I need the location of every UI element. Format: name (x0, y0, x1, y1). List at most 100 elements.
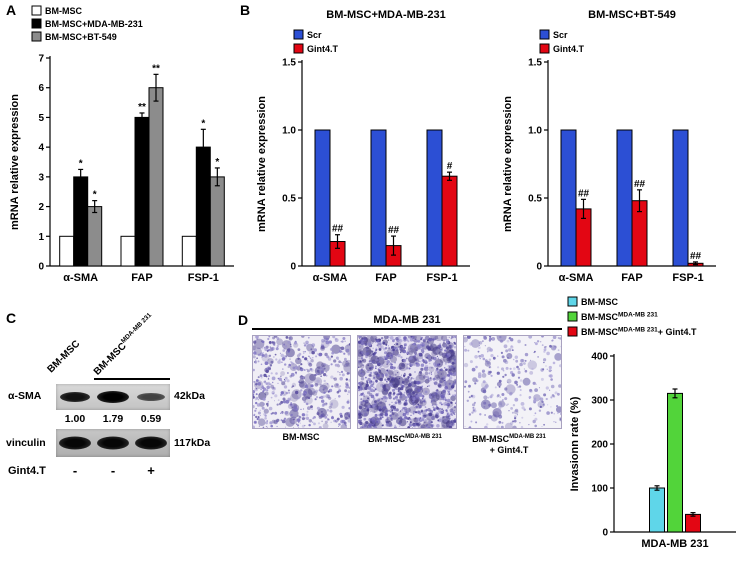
image-label-text: BM-MSC (282, 432, 320, 442)
svg-text:BM-MSC+MDA-MB-231: BM-MSC+MDA-MB-231 (45, 19, 143, 29)
panel-d-label: D (238, 312, 249, 328)
lane-label-text: BM-MSC (45, 338, 83, 376)
svg-text:FAP: FAP (131, 272, 152, 284)
quantification-value: 0.59 (140, 413, 162, 425)
panel-a-label: A (6, 2, 17, 18)
svg-text:400: 400 (591, 352, 608, 363)
image-label-superscript: MDA-MB 231 (405, 434, 442, 440)
lane-label-bm-msc-mda: BM-MSCMDA-MB 231 (89, 310, 155, 378)
svg-text:2: 2 (38, 202, 44, 213)
svg-text:#: # (447, 161, 453, 172)
svg-text:1.5: 1.5 (528, 58, 542, 69)
svg-text:mRNA relative expression: mRNA relative expression (502, 96, 514, 232)
lane-label-bm-msc: BM-MSC (45, 338, 83, 376)
svg-text:mRNA relative expression: mRNA relative expression (9, 94, 21, 230)
alpha-sma-blot (56, 384, 170, 410)
svg-text:*: * (93, 190, 97, 201)
treatment-value: - (110, 463, 116, 478)
svg-text:α-SMA: α-SMA (313, 272, 348, 284)
panel-a-bar-chart: 0 1 2 3 4 5 6 7 mRNA relative expression * * α-SMA *… (6, 4, 242, 305)
panel-b-chart-bt-549: BM-MSC+BT-549 0 0.5 1.0 1.5 mRNA relative exp… (498, 4, 728, 305)
panel-c-western-blot: C BM-MSC BM-MSCMDA-MB 231 α-SMA 42kDa 1.… (6, 310, 242, 510)
image-label-text: BM-MSC (368, 434, 406, 444)
svg-text:Gint4.T: Gint4.T (307, 44, 339, 54)
vinculin-blot (56, 429, 170, 457)
svg-text:**: ** (138, 102, 146, 113)
svg-text:##: ## (332, 224, 344, 235)
svg-text:1: 1 (38, 232, 44, 243)
svg-text:1.5: 1.5 (282, 58, 296, 69)
svg-text:BM-MSCMDA-MB 231: BM-MSCMDA-MB 231 (581, 312, 658, 323)
panel-b-chart-mda-mb-231: BM-MSC+MDA-MB-231 0 0.5 1.0 1.5 mRNA relative… (252, 4, 482, 305)
invasion-image-bm-msc (252, 335, 352, 429)
kda-label-117: 117kDa (174, 437, 211, 449)
panel-b-label: B (240, 2, 251, 18)
lane-group-underline (94, 378, 170, 380)
svg-text:1.0: 1.0 (528, 126, 542, 137)
blot-row-label-vinculin: vinculin (6, 437, 46, 449)
svg-text:FSP-1: FSP-1 (426, 272, 457, 284)
image-label: BM-MSCMDA-MB 231 + Gint4.T (460, 432, 558, 456)
svg-text:FAP: FAP (621, 272, 642, 284)
lane-label-superscript: MDA-MB 231 (119, 311, 154, 345)
treatment-value: + (147, 463, 155, 478)
svg-text:0.5: 0.5 (282, 194, 296, 205)
blot-band (137, 393, 165, 401)
svg-text:4: 4 (38, 143, 44, 154)
svg-text:0: 0 (536, 262, 542, 273)
svg-text:mRNA relative expression: mRNA relative expression (256, 96, 268, 232)
svg-text:Invasionn rate (%): Invasionn rate (%) (569, 396, 581, 491)
blot-row-label-asma: α-SMA (8, 390, 42, 402)
svg-text:BM-MSCMDA-MB 231+ Gint4.T: BM-MSCMDA-MB 231+ Gint4.T (581, 327, 697, 338)
kda-label-42: 42kDa (174, 390, 205, 402)
image-label-superscript: MDA-MB 231 (509, 434, 546, 440)
svg-text:BM-MSC+BT-549: BM-MSC+BT-549 (588, 9, 676, 21)
quantification-value: 1.00 (64, 413, 86, 425)
svg-text:**: ** (152, 63, 160, 74)
svg-text:0: 0 (290, 262, 296, 273)
svg-text:0: 0 (38, 262, 44, 273)
svg-text:##: ## (690, 251, 702, 262)
treatment-row-label: Gint4.T (8, 465, 46, 477)
image-label-text: BM-MSC (472, 434, 510, 444)
svg-text:MDA-MB 231: MDA-MB 231 (641, 538, 708, 550)
svg-text:BM-MSC: BM-MSC (581, 297, 618, 307)
blot-band (60, 392, 90, 402)
svg-text:##: ## (578, 188, 590, 199)
image-label: BM-MSC (252, 432, 350, 456)
blot-band (135, 436, 167, 450)
svg-text:α-SMA: α-SMA (63, 272, 98, 284)
panel-d-title: MDA-MB 231 (252, 314, 562, 330)
svg-text:##: ## (634, 179, 646, 190)
svg-text:BM-MSC+MDA-MB-231: BM-MSC+MDA-MB-231 (326, 9, 445, 21)
invasion-image-bm-msc-mda-gint4t (462, 335, 562, 429)
svg-text:Scr: Scr (307, 30, 322, 40)
svg-text:100: 100 (591, 484, 608, 495)
svg-text:Scr: Scr (553, 30, 568, 40)
quantification-value: 1.79 (102, 413, 124, 425)
svg-text:FAP: FAP (375, 272, 396, 284)
svg-text:0.5: 0.5 (528, 194, 542, 205)
svg-text:1.0: 1.0 (282, 126, 296, 137)
svg-text:BM-MSC: BM-MSC (45, 6, 82, 16)
svg-text:*: * (215, 157, 219, 168)
treatment-value: - (72, 463, 78, 478)
svg-text:*: * (79, 158, 83, 169)
svg-text:0: 0 (602, 528, 608, 539)
svg-text:6: 6 (38, 83, 44, 94)
blot-band (97, 391, 129, 403)
svg-text:##: ## (388, 225, 400, 236)
panel-d-invasion-images: MDA-MB 231 BM-MSC BM-MSCMDA-MB 231 BM-MS… (252, 314, 562, 456)
svg-text:3: 3 (38, 172, 44, 183)
blot-band (59, 436, 91, 450)
svg-text:5: 5 (38, 113, 44, 124)
svg-text:FSP-1: FSP-1 (672, 272, 703, 284)
svg-text:BM-MSC+BT-549: BM-MSC+BT-549 (45, 32, 117, 42)
invasion-image-row (252, 335, 562, 429)
invasion-image-labels: BM-MSC BM-MSCMDA-MB 231 BM-MSCMDA-MB 231… (252, 432, 562, 456)
lane-label-text: BM-MSC (91, 340, 129, 378)
panel-c-label: C (6, 310, 17, 326)
svg-text:FSP-1: FSP-1 (188, 272, 219, 284)
svg-text:7: 7 (38, 54, 44, 65)
